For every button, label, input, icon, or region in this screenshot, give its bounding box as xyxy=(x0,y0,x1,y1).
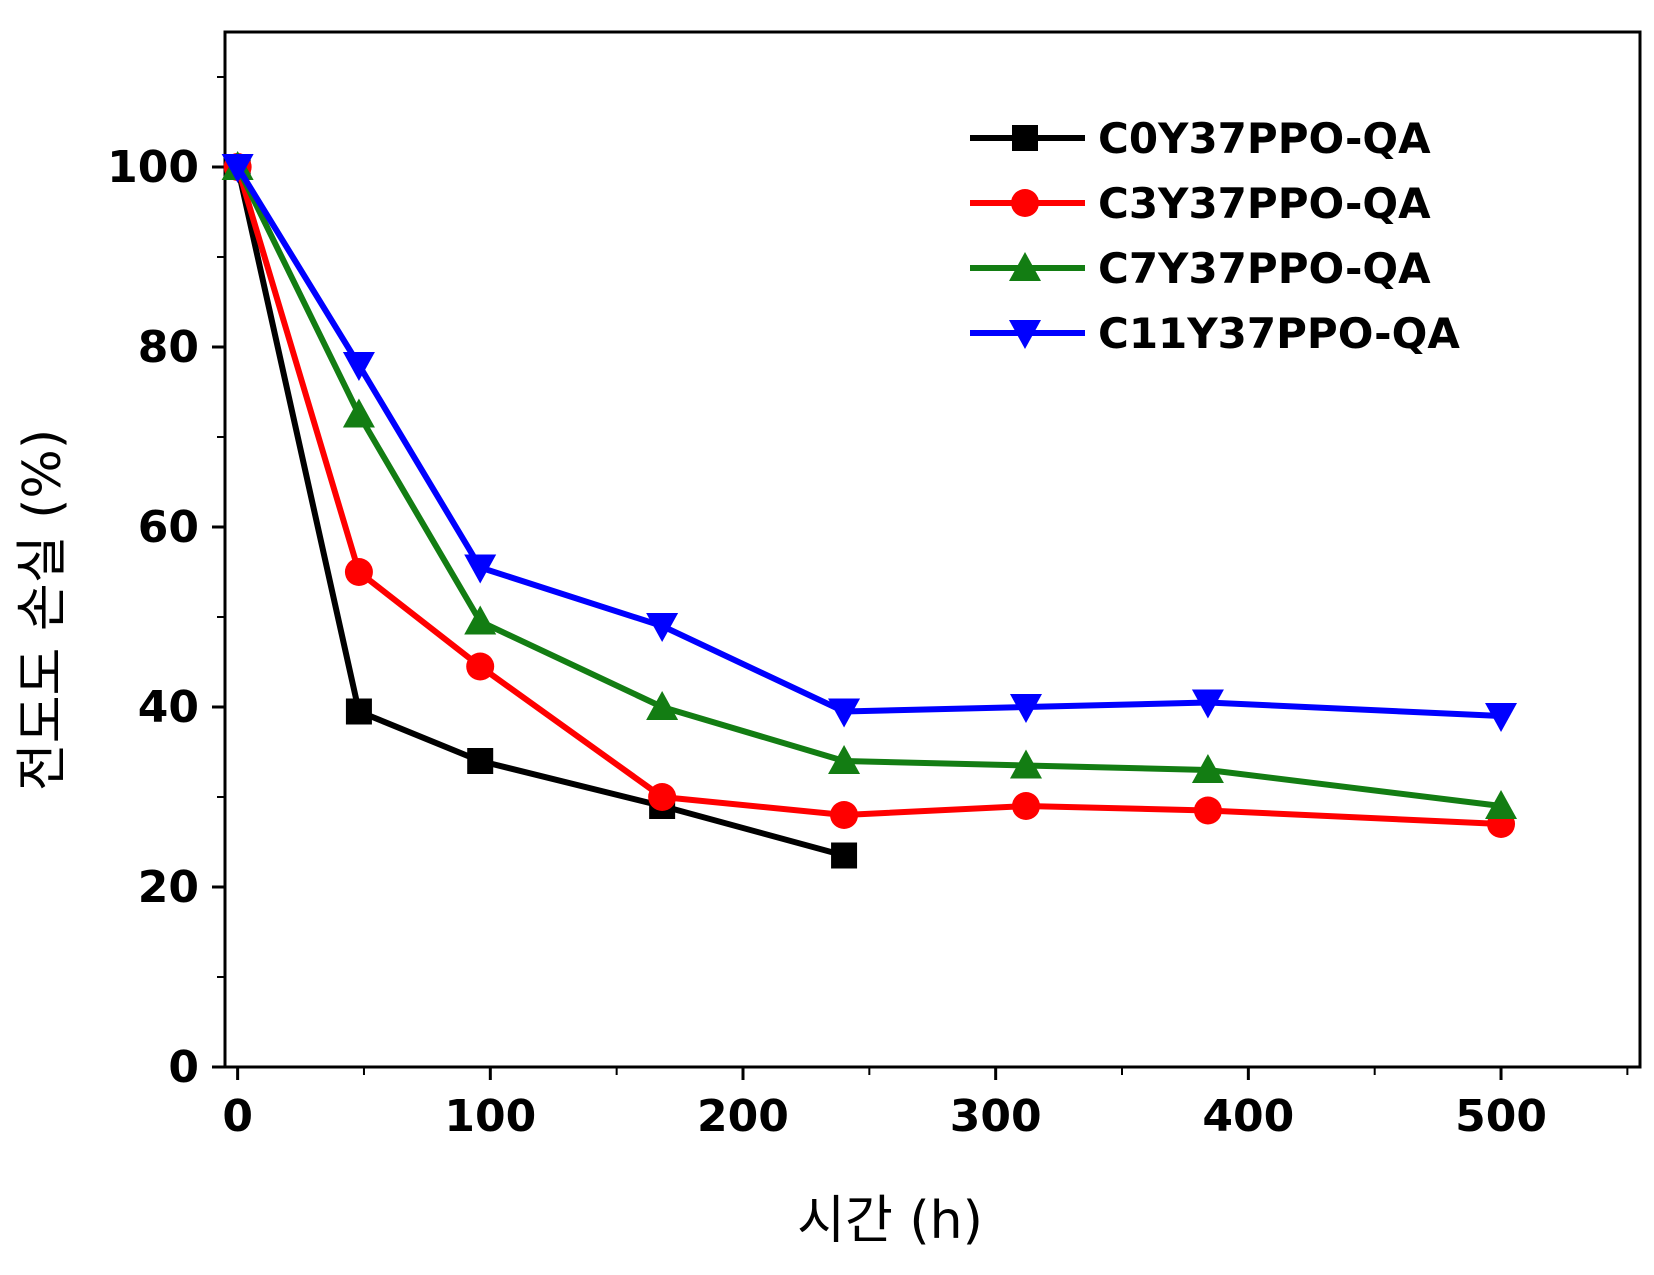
data-point xyxy=(831,843,857,869)
legend-label: C7Y37PPO-QA xyxy=(1098,244,1431,293)
y-tick-label: 60 xyxy=(138,502,199,553)
data-point xyxy=(343,399,375,428)
data-point xyxy=(646,691,678,720)
data-point xyxy=(467,748,493,774)
legend-item: C3Y37PPO-QA xyxy=(970,179,1431,228)
y-tick-label: 100 xyxy=(107,142,199,193)
data-point xyxy=(466,653,494,681)
x-tick-label: 400 xyxy=(1202,1091,1294,1142)
legend: C0Y37PPO-QA C3Y37PPO-QA C7Y37PPO-QA C11Y37P… xyxy=(970,114,1460,358)
data-point xyxy=(346,699,372,725)
y-tick-label: 20 xyxy=(138,862,199,913)
y-tick-label: 40 xyxy=(138,682,199,733)
data-point xyxy=(1194,797,1222,825)
y-tick-label: 80 xyxy=(138,322,199,373)
series-C11Y37PPO-QA xyxy=(222,154,1517,732)
legend-item: C0Y37PPO-QA xyxy=(970,114,1431,163)
data-point xyxy=(646,613,678,642)
legend-label: C11Y37PPO-QA xyxy=(1098,309,1460,358)
y-tick-label: 0 xyxy=(168,1042,199,1093)
legend-marker xyxy=(1012,125,1038,151)
legend-marker xyxy=(1011,189,1039,217)
x-tick-label: 500 xyxy=(1455,1091,1547,1142)
data-point xyxy=(345,558,373,586)
x-tick-label: 300 xyxy=(950,1091,1042,1142)
data-point xyxy=(343,352,375,381)
legend-item: C7Y37PPO-QA xyxy=(970,244,1431,293)
data-point xyxy=(1012,792,1040,820)
legend-label: C3Y37PPO-QA xyxy=(1098,179,1431,228)
data-point xyxy=(830,801,858,829)
y-axis-title: 전도도 손실 (%) xyxy=(13,429,73,791)
data-point xyxy=(648,783,676,811)
legend-label: C0Y37PPO-QA xyxy=(1098,114,1431,163)
series-line xyxy=(238,167,844,856)
x-axis-title: 시간 (h) xyxy=(797,1191,983,1251)
x-tick-label: 100 xyxy=(444,1091,536,1142)
data-point xyxy=(464,606,496,635)
x-tick-label: 200 xyxy=(697,1091,789,1142)
series-C0Y37PPO-QA xyxy=(225,154,857,869)
legend-item: C11Y37PPO-QA xyxy=(970,309,1460,358)
x-tick-label: 0 xyxy=(222,1091,253,1142)
